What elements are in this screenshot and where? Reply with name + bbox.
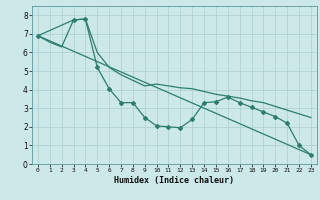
- X-axis label: Humidex (Indice chaleur): Humidex (Indice chaleur): [115, 176, 234, 185]
